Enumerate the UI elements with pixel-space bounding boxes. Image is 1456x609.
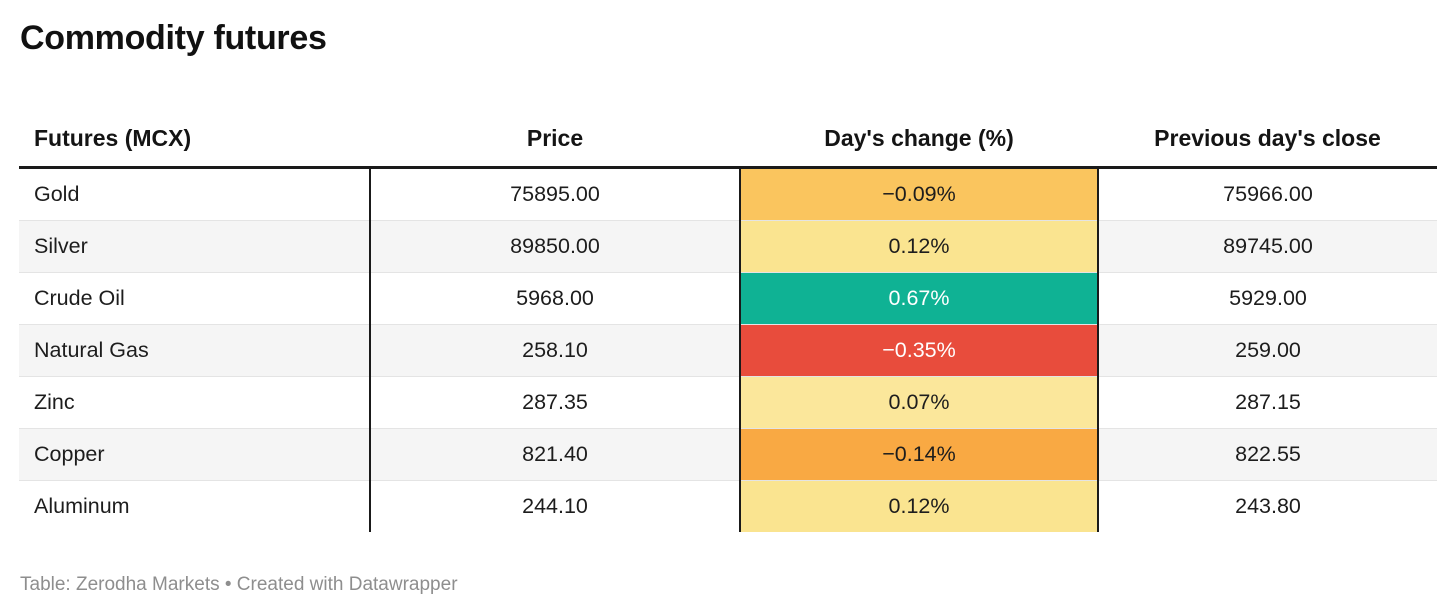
cell-price: 75895.00: [510, 182, 600, 206]
cell-futures-name: Silver: [19, 220, 371, 273]
column-header-change: Day's change (%): [740, 110, 1098, 169]
column-header-prev-close: Previous day's close: [1098, 110, 1437, 169]
cell-price: 287.35: [370, 376, 740, 429]
table-row: Gold 75895.00 −0.09% 75966.00: [19, 167, 1437, 221]
cell-days-change: −0.14%: [739, 428, 1099, 481]
cell-futures-name: Crude Oil: [19, 272, 371, 325]
cell-prev-close: 287.15: [1098, 376, 1437, 429]
column-header-price: Price: [370, 110, 740, 169]
cell-futures-name: Gold: [19, 167, 371, 221]
cell-days-change: −0.35%: [739, 324, 1099, 377]
cell-prev-close: 5929.00: [1098, 272, 1437, 325]
table-header: Futures (MCX) Price Day's change (%) Pre…: [19, 110, 1437, 169]
cell-prev-close: 75966.00: [1223, 182, 1313, 206]
cell-price: 89850.00: [370, 220, 740, 273]
cell-price: 258.10: [370, 324, 740, 377]
cell-days-change: 0.12%: [739, 220, 1099, 273]
cell-prev-close: 259.00: [1098, 324, 1437, 377]
cell-price: 5968.00: [370, 272, 740, 325]
table-row: Crude Oil 5968.00 0.67% 5929.00: [19, 272, 1437, 325]
table-body: Gold 75895.00 −0.09% 75966.00 Silver 898…: [19, 167, 1437, 532]
cell-price: 244.10: [370, 480, 740, 532]
cell-prev-close: 243.80: [1098, 480, 1437, 532]
cell-days-change: 0.67%: [739, 272, 1099, 325]
column-header-futures: Futures (MCX): [19, 110, 370, 169]
header-row: Futures (MCX) Price Day's change (%) Pre…: [19, 110, 1437, 169]
cell-futures-name: Aluminum: [19, 480, 371, 532]
table-row: Copper 821.40 −0.14% 822.55: [19, 428, 1437, 481]
cell-days-change: −0.09%: [739, 167, 1099, 221]
page-title: Commodity futures: [20, 19, 327, 57]
table-row: Natural Gas 258.10 −0.35% 259.00: [19, 324, 1437, 377]
cell-futures-name: Natural Gas: [19, 324, 371, 377]
table-row: Aluminum 244.10 0.12% 243.80: [19, 480, 1437, 532]
cell-days-change: 0.12%: [739, 480, 1099, 532]
cell-prev-close: 89745.00: [1098, 220, 1437, 273]
cell-price: 821.40: [370, 428, 740, 481]
table-row: Silver 89850.00 0.12% 89745.00: [19, 220, 1437, 273]
table-source-note: Table: Zerodha Markets • Created with Da…: [20, 574, 458, 595]
cell-prev-close: 822.55: [1098, 428, 1437, 481]
table-row: Zinc 287.35 0.07% 287.15: [19, 376, 1437, 429]
cell-futures-name: Copper: [19, 428, 371, 481]
commodity-futures-table: Futures (MCX) Price Day's change (%) Pre…: [19, 110, 1437, 532]
cell-futures-name: Zinc: [19, 376, 371, 429]
cell-days-change: 0.07%: [739, 376, 1099, 429]
